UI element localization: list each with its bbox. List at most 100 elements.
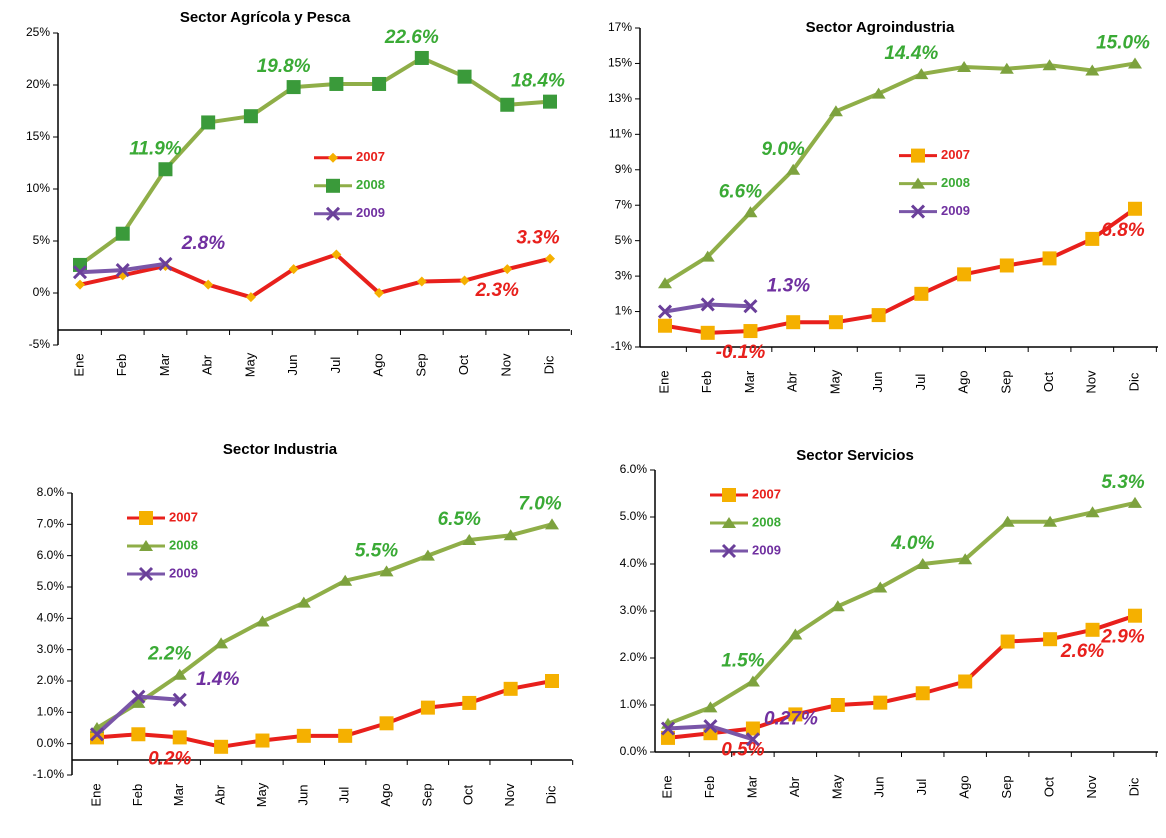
marker <box>338 574 353 586</box>
marker <box>139 511 153 525</box>
data-label: 19.8% <box>257 56 311 77</box>
x-tick-label: Dic <box>1126 777 1141 796</box>
x-tick-label: May <box>254 782 269 807</box>
legend-label: 2008 <box>752 514 781 529</box>
marker <box>957 267 972 282</box>
x-tick-label: Jun <box>872 777 887 798</box>
marker <box>331 249 342 260</box>
legend-label: 2008 <box>356 177 385 192</box>
y-tick-label: 9% <box>615 162 633 176</box>
y-tick-label: 4.0% <box>620 556 648 570</box>
marker <box>871 87 886 99</box>
marker <box>660 721 676 736</box>
data-label: 0.27% <box>764 708 818 729</box>
marker <box>830 600 845 612</box>
marker <box>374 288 385 298</box>
data-label: 2.2% <box>147 644 191 665</box>
marker <box>958 674 973 689</box>
marker <box>138 566 154 582</box>
data-label: 3.3% <box>516 228 559 249</box>
y-tick-label: 1% <box>615 304 633 318</box>
marker <box>828 105 843 117</box>
marker <box>871 308 886 323</box>
x-tick-label: Abr <box>785 371 800 392</box>
marker <box>115 263 130 278</box>
y-tick-label: 17% <box>608 20 632 34</box>
marker <box>830 698 845 712</box>
marker <box>131 727 146 742</box>
data-label: 2.3% <box>475 280 519 301</box>
marker <box>372 76 387 91</box>
y-tick-label: 5.0% <box>37 579 65 593</box>
x-tick-label: Ene <box>71 353 86 376</box>
y-tick-label: 2.0% <box>37 673 65 687</box>
marker <box>139 540 153 551</box>
data-label: 2.8% <box>181 233 225 254</box>
y-tick-label: 5.0% <box>620 509 648 523</box>
marker <box>703 719 718 734</box>
marker <box>462 534 477 545</box>
data-label: 9.0% <box>762 139 805 160</box>
series-line <box>96 679 553 749</box>
data-label: 2.6% <box>1060 641 1104 662</box>
marker <box>245 292 256 303</box>
marker <box>414 50 429 65</box>
marker <box>545 253 555 264</box>
marker <box>131 696 146 708</box>
marker <box>288 264 299 275</box>
x-tick-label: Mar <box>744 775 759 798</box>
marker <box>786 163 801 175</box>
y-tick-label: 3.0% <box>620 603 648 617</box>
marker <box>131 689 146 704</box>
x-tick-label: May <box>827 369 842 394</box>
marker <box>379 716 394 731</box>
legend-label: 2007 <box>752 486 781 501</box>
marker <box>722 517 736 528</box>
marker <box>1085 64 1100 76</box>
marker <box>338 728 353 743</box>
y-tick-label: 0% <box>33 285 51 299</box>
y-tick-label: 1.0% <box>37 705 65 719</box>
y-tick-label: 13% <box>608 91 632 105</box>
marker <box>158 256 173 271</box>
marker <box>657 304 673 319</box>
marker <box>661 730 675 745</box>
data-label: 1.3% <box>767 275 810 296</box>
marker <box>700 297 715 312</box>
data-label: 6.6% <box>719 181 762 202</box>
marker <box>1085 231 1100 246</box>
x-tick-label: Oct <box>1042 777 1057 798</box>
chart-panel: Sector Agroindustria -1% 1% 3% 5% 7% 9% 11% 13% 1… <box>608 19 1158 394</box>
y-tick-label: -1% <box>611 339 633 353</box>
x-tick-label: Nov <box>502 783 517 807</box>
y-tick-label: 5% <box>615 233 633 247</box>
x-tick-label: Jun <box>295 785 310 806</box>
marker <box>500 97 515 112</box>
marker <box>462 695 477 710</box>
data-label: 11.9% <box>129 138 182 159</box>
legend-label: 2008 <box>169 537 198 552</box>
x-tick-label: Abr <box>787 776 802 797</box>
y-tick-label: 4.0% <box>37 611 65 625</box>
marker <box>379 565 394 577</box>
marker <box>172 692 187 707</box>
x-tick-label: Feb <box>114 354 129 376</box>
series-line <box>78 55 551 267</box>
marker <box>1128 608 1142 623</box>
marker <box>873 581 888 593</box>
y-tick-label: 3% <box>615 268 633 282</box>
data-label: 5.5% <box>355 540 398 561</box>
marker <box>957 60 972 72</box>
marker <box>915 558 930 569</box>
chart-title: Sector Agrícola y Pesca <box>180 9 351 26</box>
marker <box>416 276 427 287</box>
x-tick-label: May <box>242 352 257 377</box>
x-tick-label: Abr <box>200 354 215 375</box>
y-tick-label: 7% <box>615 197 633 211</box>
marker <box>1043 515 1058 527</box>
marker <box>90 730 104 745</box>
y-tick-label: 10% <box>26 181 50 195</box>
x-tick-label: Mar <box>171 783 186 806</box>
chart-title: Sector Industria <box>223 441 338 458</box>
data-label: 5.3% <box>1101 472 1144 493</box>
